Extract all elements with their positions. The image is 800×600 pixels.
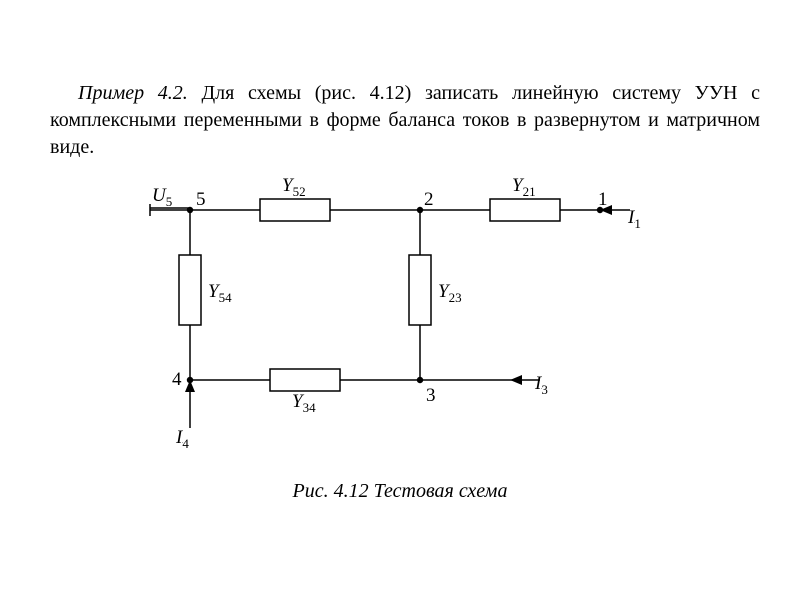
label-Y21: Y21 xyxy=(512,176,536,198)
label-n3: 3 xyxy=(426,386,436,405)
label-Y54: Y54 xyxy=(208,282,232,304)
label-n1: 1 xyxy=(598,190,608,209)
label-n5: 5 xyxy=(196,190,206,209)
label-Y23: Y23 xyxy=(438,282,462,304)
label-I4: I4 xyxy=(176,428,189,450)
label-I3: I3 xyxy=(535,374,548,396)
circuit-svg xyxy=(130,170,670,460)
label-n2: 2 xyxy=(424,190,434,209)
label-I1: I1 xyxy=(628,208,641,230)
circuit-diagram: U5 Y52 Y21 Y54 Y23 Y34 I1 I3 I4 5 2 1 4 3 xyxy=(130,170,670,460)
label-Y34: Y34 xyxy=(292,392,316,414)
figure-caption: Рис. 4.12 Тестовая схема xyxy=(0,480,800,503)
label-Y52: Y52 xyxy=(282,176,306,198)
label-n4: 4 xyxy=(172,370,182,389)
example-text: Пример 4.2. Для схемы (рис. 4.12) записа… xyxy=(50,80,760,161)
label-U5: U5 xyxy=(152,186,172,208)
example-lead: Пример 4.2. xyxy=(78,82,188,104)
